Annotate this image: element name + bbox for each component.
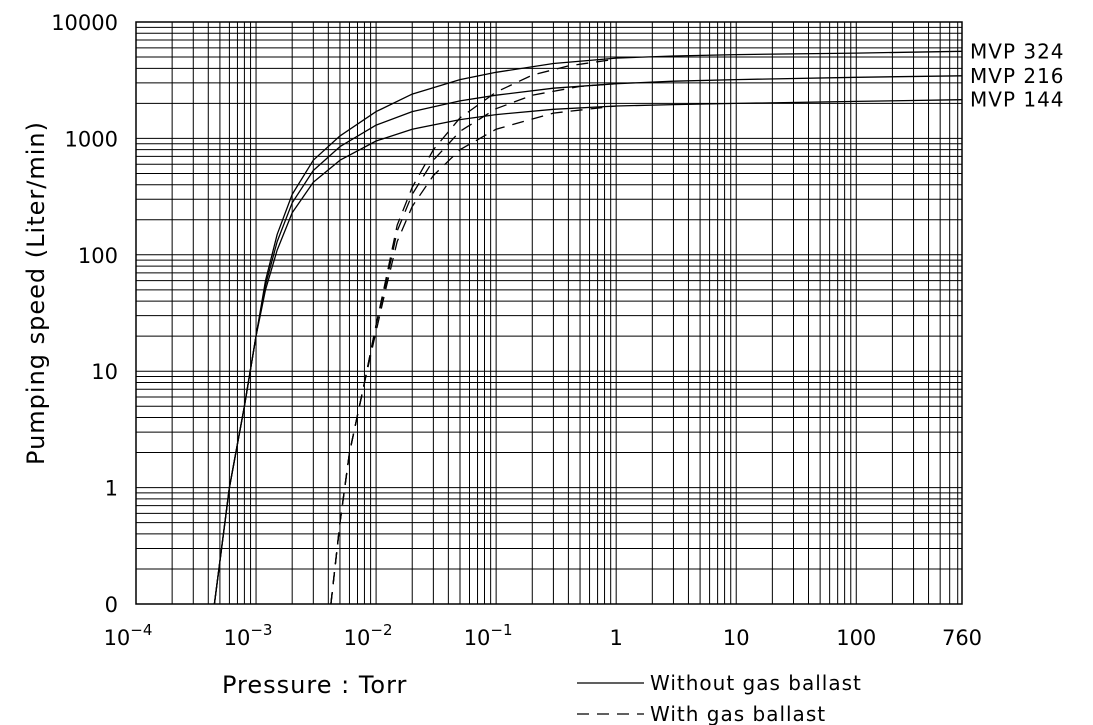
x-tick-label: 100	[836, 626, 876, 650]
y-axis-label: Pumping speed (Liter/min)	[22, 121, 50, 465]
x-tick-label: 10−1	[464, 621, 513, 650]
series-lines	[213, 50, 963, 605]
x-tick-label: 10−4	[104, 621, 153, 650]
grid	[135, 22, 962, 605]
series-name-label: MVP 324	[970, 39, 1065, 63]
x-axis-label: Pressure : Torr	[222, 671, 407, 699]
y-tick-label: 10	[91, 360, 118, 384]
x-tick-label: 10	[723, 626, 750, 650]
plot-frame	[135, 21, 963, 605]
y-tick-label: 0	[105, 593, 118, 617]
y-tick-label: 1	[105, 477, 118, 501]
legend: Without gas ballast With gas ballast	[577, 671, 862, 725]
y-tick-label: 10000	[51, 11, 118, 35]
mvp-144-dashed-line	[330, 105, 617, 605]
legend-dashed-label: With gas ballast	[650, 702, 826, 725]
mvp-144-solid-line	[213, 99, 963, 605]
x-tick-label: 1	[609, 626, 622, 650]
x-tick-label: 10−3	[224, 621, 273, 650]
x-tick-labels: 10−4 10−3 10−2 10−1 1 10 100 760	[104, 621, 982, 650]
legend-solid-label: Without gas ballast	[650, 671, 862, 695]
series-name-label: MVP 216	[970, 64, 1065, 88]
y-tick-label: 100	[78, 244, 118, 268]
x-tick-label: 10−2	[344, 621, 393, 650]
y-tick-label: 1000	[65, 127, 118, 151]
x-tick-label: 760	[942, 626, 982, 650]
series-name-label: MVP 144	[970, 88, 1065, 112]
